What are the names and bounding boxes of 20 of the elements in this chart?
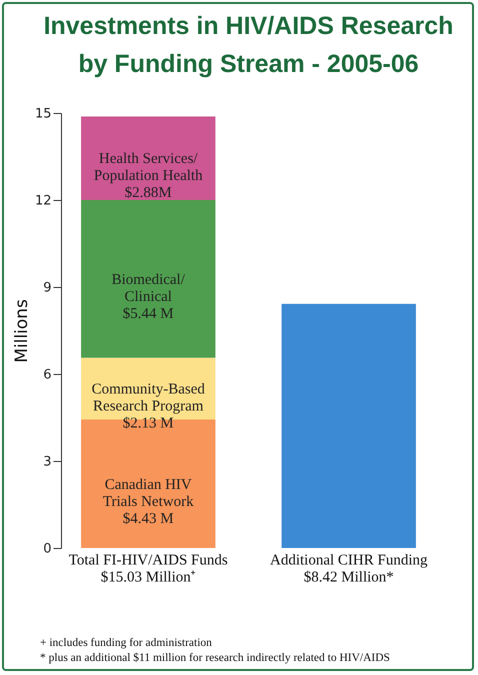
data-label: $2.13 M: [122, 416, 174, 432]
series-label: Health Services/ Population Health: [94, 151, 204, 184]
y-tick-label: 15: [34, 106, 52, 122]
y-tick-label: 6: [43, 368, 52, 382]
y-axis-title: Millions: [12, 299, 32, 363]
text: * plus an additional $11 million for research indirectly related to HIV/AIDS: [40, 651, 390, 666]
data-label: $4.43 M: [122, 510, 174, 527]
chart-title: Investments in HIV/AIDS Research by Funding Stream - 2005-06: [44, 12, 454, 78]
series-label: Biomedical/ Clinical: [112, 272, 186, 305]
x-tick-label: Additional CIHR Funding $8.42 Million*: [270, 552, 428, 586]
series-label: Community-Based Research Program: [92, 382, 206, 415]
y-tick-label: 0: [43, 542, 52, 556]
y-tick-label: 3: [43, 454, 52, 470]
series-label: Canadian HIV Trials Network: [102, 476, 194, 510]
text: + includes funding for administration: [40, 636, 213, 651]
data-label: $2.88M: [124, 185, 172, 202]
x-tick-label: Total FI-HIV/AIDS Funds $15.03 Million⁺: [68, 552, 228, 586]
y-tick-label: 9: [43, 280, 52, 296]
data-label: $5.44 M: [122, 306, 174, 322]
y-tick-label: 12: [34, 194, 52, 208]
